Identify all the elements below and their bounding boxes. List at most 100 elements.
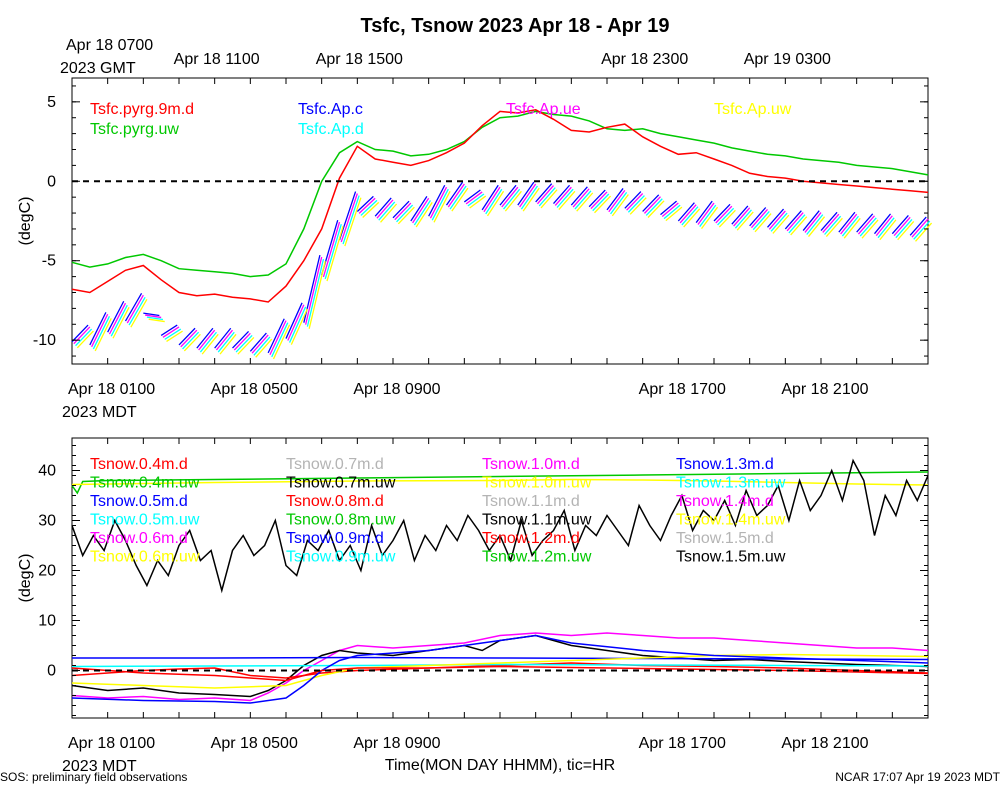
series-segment-tsfc-ap-ue <box>73 326 91 345</box>
series-segment-tsfc-ap-ue <box>626 193 644 211</box>
series-segment-tsfc-ap-ue <box>804 212 822 233</box>
series-segment-tsfc-ap-ue <box>590 191 608 210</box>
tsnow-legend-tsnow-1-1m-d: Tsnow.1.1m.d <box>482 493 580 510</box>
tsnow-xtick-label: Apr 18 0100 <box>68 735 155 752</box>
series-segment-tsfc-ap-c <box>660 200 677 216</box>
series-segment-tsfc-ap-c <box>107 300 125 333</box>
series-line-tsfc-pyrg-9m-d <box>71 109 929 303</box>
series-segment-tsfc-ap-d <box>663 204 681 220</box>
series-segment-tsfc-ap-ue <box>394 202 412 221</box>
tsfc-xtick-label: Apr 18 2100 <box>781 381 868 398</box>
series-segment-tsfc-ap-d <box>699 204 717 227</box>
series-segment-tsfc-ap-uw <box>469 195 487 209</box>
tsfc-top-xtick-label: Apr 19 0300 <box>744 51 831 68</box>
series-segment-tsfc-ap-c <box>677 202 695 222</box>
series-segment-tsfc-ap-ue <box>429 186 448 219</box>
series-segment-tsfc-ap-d <box>895 218 913 239</box>
tsnow-legend-tsnow-0-7m-d: Tsnow.0.7m.d <box>286 456 384 473</box>
series-segment-tsfc-ap-d <box>717 207 735 226</box>
tsfc-legend-tsfc-ap-uw: Tsfc.Ap.uw <box>714 101 792 118</box>
tsnow-legend-tsnow-0-4m-d: Tsnow.0.4m.d <box>90 456 188 473</box>
series-segment-tsfc-ap-ue <box>180 329 198 348</box>
series-segment-tsfc-ap-c <box>374 197 392 217</box>
series-segment-tsfc-ap-uw <box>576 192 594 212</box>
series-segment-tsfc-ap-uw <box>201 333 219 355</box>
series-segment-tsfc-ap-uw <box>344 197 362 247</box>
footer-right: NCAR 17:07 Apr 19 2023 MDT <box>835 770 1000 784</box>
tsfc-xtick-label: Apr 18 0900 <box>353 381 440 398</box>
series-segment-tsfc-ap-c <box>196 327 214 349</box>
series-segment-tsfc-ap-c <box>588 189 606 208</box>
tsnow-ytick-label: 30 <box>38 513 56 530</box>
series-segment-tsfc-ap-ue <box>733 207 751 227</box>
tsnow-ytick-label: 20 <box>38 563 56 580</box>
series-segment-tsfc-ap-c <box>481 184 499 211</box>
series-segment-tsfc-ap-d <box>199 331 217 353</box>
tsnow-legend-tsnow-0-6m-d: Tsnow.0.6m.d <box>90 530 188 547</box>
series-segment-tsfc-ap-uw <box>772 214 790 234</box>
series-segment-tsfc-ap-d <box>592 193 610 212</box>
tsnow-ytick-label: 0 <box>47 663 56 680</box>
series-segment-tsfc-ap-c <box>553 184 571 204</box>
tsfc-y-axis-label: (degC) <box>17 197 34 246</box>
series-segment-tsfc-ap-ue <box>697 202 715 225</box>
series-segment-tsfc-ap-c <box>232 330 250 349</box>
tsfc-ytick-label: 0 <box>47 173 56 190</box>
series-segment-tsfc-ap-d <box>788 214 806 234</box>
tsfc-ytick-label: -5 <box>42 253 56 270</box>
series-segment-tsfc-ap-uw <box>790 216 808 236</box>
series-line-tsnow-1-0m-d <box>71 632 929 702</box>
series-segment-tsfc-ap-uw <box>540 189 558 209</box>
series-segment-tsfc-ap-d <box>824 215 842 235</box>
series-segment-tsfc-ap-ue <box>465 191 483 205</box>
tsnow-legend-tsnow-1-2m-d: Tsnow.1.2m.d <box>482 530 580 547</box>
series-segment-tsfc-ap-d <box>182 331 200 350</box>
tsnow-legend-tsnow-0-8m-d: Tsnow.0.8m.d <box>286 493 384 510</box>
series-segment-tsfc-ap-uw <box>183 333 201 352</box>
tsfc-xtick-label: Apr 18 0500 <box>211 381 298 398</box>
series-segment-tsfc-ap-uw <box>754 213 772 233</box>
series-segment-tsfc-ap-uw <box>611 194 629 217</box>
tsnow-legend-tsnow-1-5m-uw: Tsnow.1.5m.uw <box>676 549 786 566</box>
tsnow-legend-tsnow-1-2m-uw: Tsnow.1.2m.uw <box>482 549 592 566</box>
series-segment-tsfc-ap-d <box>92 316 111 350</box>
series-segment-tsfc-ap-ue <box>893 216 911 237</box>
series-segment-tsfc-ap-uw <box>130 299 148 328</box>
series-segment-tsfc-ap-ue <box>822 213 840 233</box>
series-segment-tsfc-ap-ue <box>376 199 394 219</box>
series-segment-tsfc-ap-c <box>71 324 89 343</box>
series-segment-tsfc-ap-ue <box>215 329 234 351</box>
series-segment-tsfc-ap-ue <box>145 314 162 319</box>
series-segment-tsfc-ap-ue <box>840 213 858 235</box>
series-segment-tsfc-ap-uw <box>861 219 879 239</box>
series-segment-tsfc-ap-uw <box>522 187 540 212</box>
series-segment-tsfc-ap-c <box>820 211 838 231</box>
series-segment-tsfc-ap-ue <box>572 188 590 208</box>
tsfc-legend: Tsfc.pyrg.9m.d Tsfc.pyrg.uw Tsfc.Ap.c Tsfc.… <box>90 101 792 138</box>
tsnow-xtick-label: Apr 18 1700 <box>639 735 726 752</box>
series-segment-tsfc-ap-c <box>392 200 410 219</box>
series-line-tsfc-pyrg-uw <box>71 110 929 278</box>
series-segment-tsfc-ap-d <box>431 188 449 221</box>
series-segment-tsfc-ap-c <box>214 327 232 349</box>
tsfc-panel: 5 0 -5 -10 Apr 18 0100 2023 MDT Apr 18 0500 Apr… <box>17 37 933 421</box>
series-segment-tsfc-ap-ue <box>126 294 144 324</box>
series-segment-tsfc-ap-uw <box>594 195 612 214</box>
footer-left: SOS: preliminary field observations <box>0 770 187 784</box>
series-segment-tsfc-ap-d <box>396 204 414 223</box>
series-segment-tsfc-ap-d <box>75 328 93 347</box>
tsfc-top-xtick-label: Apr 18 2300 <box>601 51 688 68</box>
tsnow-legend-tsnow-1-5m-d: Tsnow.1.5m.d <box>676 530 774 547</box>
tsnow-xtick-label: Apr 18 0900 <box>353 735 440 752</box>
series-segment-tsfc-ap-uw <box>272 324 291 360</box>
tsfc-top-xtick-label: Apr 18 1500 <box>316 51 403 68</box>
series-segment-tsfc-ap-c <box>784 210 802 230</box>
tsfc-legend-tsfc-ap-c: Tsfc.Ap.c <box>298 101 363 118</box>
series-segment-tsfc-ap-uw <box>825 217 843 238</box>
series-segment-tsfc-ap-ue <box>233 332 251 351</box>
series-segment-tsfc-ap-ue <box>768 210 786 230</box>
series-segment-tsfc-ap-ue <box>715 205 733 224</box>
series-segment-tsfc-ap-uw <box>308 261 326 329</box>
series-segment-tsfc-ap-c <box>767 208 785 228</box>
series-segment-tsfc-ap-uw <box>166 330 183 342</box>
